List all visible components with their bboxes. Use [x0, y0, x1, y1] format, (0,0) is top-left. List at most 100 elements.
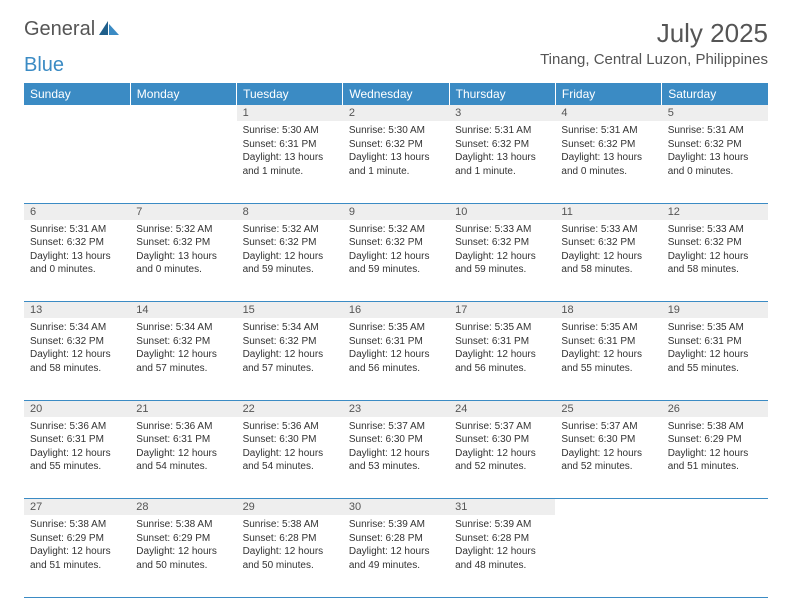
sunrise-line: Sunrise: 5:32 AM	[243, 223, 337, 237]
day-number-cell: 2	[343, 105, 449, 121]
day-number-cell: 15	[237, 302, 343, 319]
day-body-row: Sunrise: 5:31 AMSunset: 6:32 PMDaylight:…	[24, 220, 768, 302]
daynum-row: 12345	[24, 105, 768, 121]
sunrise-line: Sunrise: 5:35 AM	[349, 321, 443, 335]
sunset-line: Sunset: 6:31 PM	[561, 335, 655, 349]
day-number-cell: 12	[662, 203, 768, 220]
day-cell: Sunrise: 5:38 AMSunset: 6:29 PMDaylight:…	[130, 515, 236, 597]
day-cell-content	[662, 515, 768, 524]
day-number-cell	[662, 499, 768, 516]
day-cell: Sunrise: 5:32 AMSunset: 6:32 PMDaylight:…	[343, 220, 449, 302]
daylight-line: Daylight: 13 hours and 0 minutes.	[668, 151, 762, 178]
day-cell	[662, 515, 768, 597]
day-cell: Sunrise: 5:39 AMSunset: 6:28 PMDaylight:…	[343, 515, 449, 597]
day-number-cell: 18	[555, 302, 661, 319]
day-number-cell: 16	[343, 302, 449, 319]
calendar-table: SundayMondayTuesdayWednesdayThursdayFrid…	[24, 83, 768, 598]
day-cell-content: Sunrise: 5:32 AMSunset: 6:32 PMDaylight:…	[237, 220, 343, 283]
day-cell: Sunrise: 5:36 AMSunset: 6:30 PMDaylight:…	[237, 417, 343, 499]
day-number-cell: 7	[130, 203, 236, 220]
sunset-line: Sunset: 6:31 PM	[30, 433, 124, 447]
day-cell: Sunrise: 5:35 AMSunset: 6:31 PMDaylight:…	[343, 318, 449, 400]
daylight-line: Daylight: 12 hours and 57 minutes.	[243, 348, 337, 375]
sunset-line: Sunset: 6:32 PM	[30, 236, 124, 250]
logo-word1: General	[24, 18, 95, 41]
day-cell-content: Sunrise: 5:39 AMSunset: 6:28 PMDaylight:…	[343, 515, 449, 578]
sunrise-line: Sunrise: 5:39 AM	[455, 518, 549, 532]
day-cell: Sunrise: 5:30 AMSunset: 6:32 PMDaylight:…	[343, 121, 449, 203]
day-number-cell: 1	[237, 105, 343, 121]
day-number-cell: 24	[449, 400, 555, 417]
daylight-line: Daylight: 12 hours and 59 minutes.	[455, 250, 549, 277]
sunrise-line: Sunrise: 5:36 AM	[30, 420, 124, 434]
sunrise-line: Sunrise: 5:35 AM	[668, 321, 762, 335]
sunrise-line: Sunrise: 5:34 AM	[243, 321, 337, 335]
day-cell-content: Sunrise: 5:38 AMSunset: 6:29 PMDaylight:…	[662, 417, 768, 480]
day-cell: Sunrise: 5:37 AMSunset: 6:30 PMDaylight:…	[555, 417, 661, 499]
sunset-line: Sunset: 6:32 PM	[136, 335, 230, 349]
sunrise-line: Sunrise: 5:31 AM	[455, 124, 549, 138]
sunrise-line: Sunrise: 5:32 AM	[349, 223, 443, 237]
day-cell-content	[130, 121, 236, 130]
day-number-cell: 5	[662, 105, 768, 121]
daylight-line: Daylight: 13 hours and 0 minutes.	[136, 250, 230, 277]
day-number-cell: 26	[662, 400, 768, 417]
sunrise-line: Sunrise: 5:38 AM	[243, 518, 337, 532]
daylight-line: Daylight: 13 hours and 1 minute.	[455, 151, 549, 178]
daylight-line: Daylight: 12 hours and 55 minutes.	[561, 348, 655, 375]
daylight-line: Daylight: 12 hours and 52 minutes.	[455, 447, 549, 474]
month-title: July 2025	[540, 18, 768, 49]
day-number-cell: 20	[24, 400, 130, 417]
sunset-line: Sunset: 6:32 PM	[668, 236, 762, 250]
sunset-line: Sunset: 6:32 PM	[561, 236, 655, 250]
sunset-line: Sunset: 6:29 PM	[136, 532, 230, 546]
day-cell: Sunrise: 5:37 AMSunset: 6:30 PMDaylight:…	[449, 417, 555, 499]
day-cell: Sunrise: 5:31 AMSunset: 6:32 PMDaylight:…	[24, 220, 130, 302]
day-number-cell: 8	[237, 203, 343, 220]
day-cell: Sunrise: 5:37 AMSunset: 6:30 PMDaylight:…	[343, 417, 449, 499]
day-number-cell: 30	[343, 499, 449, 516]
day-cell-content: Sunrise: 5:31 AMSunset: 6:32 PMDaylight:…	[24, 220, 130, 283]
day-cell-content: Sunrise: 5:38 AMSunset: 6:29 PMDaylight:…	[130, 515, 236, 578]
sunset-line: Sunset: 6:30 PM	[455, 433, 549, 447]
day-number-cell	[130, 105, 236, 121]
day-cell-content: Sunrise: 5:35 AMSunset: 6:31 PMDaylight:…	[343, 318, 449, 381]
sunset-line: Sunset: 6:28 PM	[243, 532, 337, 546]
day-cell	[130, 121, 236, 203]
title-block: July 2025 Tinang, Central Luzon, Philipp…	[540, 18, 768, 68]
day-cell-content: Sunrise: 5:32 AMSunset: 6:32 PMDaylight:…	[130, 220, 236, 283]
sunset-line: Sunset: 6:28 PM	[349, 532, 443, 546]
weekday-header: Friday	[555, 83, 661, 105]
daylight-line: Daylight: 13 hours and 1 minute.	[349, 151, 443, 178]
weekday-header: Sunday	[24, 83, 130, 105]
day-number-cell: 22	[237, 400, 343, 417]
day-cell: Sunrise: 5:32 AMSunset: 6:32 PMDaylight:…	[237, 220, 343, 302]
daylight-line: Daylight: 12 hours and 51 minutes.	[30, 545, 124, 572]
daylight-line: Daylight: 12 hours and 54 minutes.	[136, 447, 230, 474]
sunset-line: Sunset: 6:30 PM	[561, 433, 655, 447]
daylight-line: Daylight: 12 hours and 55 minutes.	[30, 447, 124, 474]
day-cell: Sunrise: 5:31 AMSunset: 6:32 PMDaylight:…	[662, 121, 768, 203]
day-cell: Sunrise: 5:30 AMSunset: 6:31 PMDaylight:…	[237, 121, 343, 203]
day-number-cell: 28	[130, 499, 236, 516]
day-cell-content: Sunrise: 5:30 AMSunset: 6:31 PMDaylight:…	[237, 121, 343, 184]
sunset-line: Sunset: 6:32 PM	[243, 335, 337, 349]
sunset-line: Sunset: 6:32 PM	[136, 236, 230, 250]
sunrise-line: Sunrise: 5:33 AM	[455, 223, 549, 237]
day-cell-content: Sunrise: 5:35 AMSunset: 6:31 PMDaylight:…	[662, 318, 768, 381]
day-cell: Sunrise: 5:35 AMSunset: 6:31 PMDaylight:…	[662, 318, 768, 400]
sunrise-line: Sunrise: 5:33 AM	[668, 223, 762, 237]
day-cell: Sunrise: 5:33 AMSunset: 6:32 PMDaylight:…	[662, 220, 768, 302]
day-number-cell: 25	[555, 400, 661, 417]
sunrise-line: Sunrise: 5:30 AM	[349, 124, 443, 138]
daynum-row: 2728293031	[24, 499, 768, 516]
day-cell: Sunrise: 5:33 AMSunset: 6:32 PMDaylight:…	[555, 220, 661, 302]
daylight-line: Daylight: 12 hours and 49 minutes.	[349, 545, 443, 572]
sunset-line: Sunset: 6:29 PM	[30, 532, 124, 546]
daylight-line: Daylight: 13 hours and 1 minute.	[243, 151, 337, 178]
day-cell: Sunrise: 5:34 AMSunset: 6:32 PMDaylight:…	[130, 318, 236, 400]
daylight-line: Daylight: 12 hours and 59 minutes.	[243, 250, 337, 277]
sunrise-line: Sunrise: 5:37 AM	[349, 420, 443, 434]
day-number-cell: 21	[130, 400, 236, 417]
daylight-line: Daylight: 12 hours and 53 minutes.	[349, 447, 443, 474]
